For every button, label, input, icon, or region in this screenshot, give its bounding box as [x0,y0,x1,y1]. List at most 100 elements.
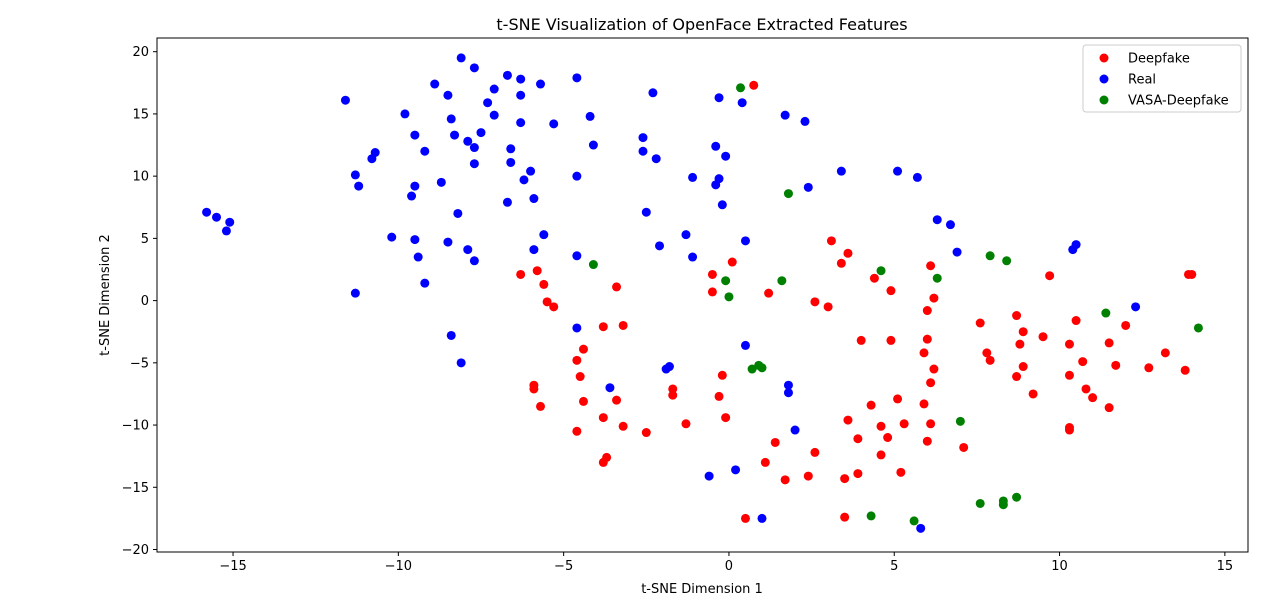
real-point [912,172,922,182]
y-tick-label: 5 [141,232,149,247]
real-point [945,220,955,230]
real-point [572,171,582,181]
real-point [516,74,526,84]
real-point [800,116,810,126]
deepfake-point [714,391,724,401]
vasa-deepfake-point [747,364,757,374]
deepfake-point [975,318,985,328]
deepfake-point [681,419,691,429]
deepfake-point [899,419,909,429]
real-point [225,217,235,227]
real-point [516,90,526,100]
deepfake-point [1015,339,1025,349]
real-point [714,174,724,184]
x-tick-label: 0 [725,559,733,574]
vasa-deepfake-point [757,363,767,373]
deepfake-point [843,415,853,425]
y-tick-label: −15 [122,481,149,496]
deepfake-point [1012,311,1022,321]
real-point [340,95,350,105]
deepfake-point [840,512,850,522]
vasa-deepfake-point [777,276,787,286]
vasa-deepfake-point [1101,308,1111,318]
real-point [790,425,800,435]
deepfake-point [668,384,678,394]
y-tick-label: 20 [132,45,149,60]
real-point [780,110,790,120]
vasa-deepfake-point [975,498,985,508]
real-point [585,111,595,121]
vasa-deepfake-point [1012,492,1022,502]
y-tick-label: −10 [122,419,149,434]
deepfake-point [876,421,886,431]
deepfake-point [1045,271,1055,281]
deepfake-point [668,390,678,400]
legend-box [1082,44,1242,113]
deepfake-point [780,475,790,485]
y-tick-label: 15 [132,107,149,122]
deepfake-point [727,257,737,267]
real-point [737,98,747,108]
real-point [436,177,446,187]
legend-label-vasa-deepfake: VASA-Deepfake [1128,94,1229,109]
real-point [350,288,360,298]
deepfake-point [843,248,853,258]
deepfake-point [1088,393,1098,403]
deepfake-point [866,400,876,410]
deepfake-point [1104,403,1114,413]
real-point [655,241,665,251]
deepfake-point [893,394,903,404]
deepfake-point [1160,348,1170,358]
real-point [387,232,397,242]
real-point [711,141,721,151]
real-point [893,166,903,176]
deepfake-point [856,335,866,345]
real-point [463,136,473,146]
real-point [410,130,420,140]
real-point [572,251,582,261]
real-point [456,358,466,368]
vasa-deepfake-point [1002,256,1012,266]
real-point [519,175,529,185]
real-point [456,53,466,63]
real-point [664,362,674,372]
x-tick-label: −5 [554,559,573,574]
deepfake-point [1012,372,1022,382]
real-point [212,212,222,222]
real-point [688,252,698,262]
deepfake-point [760,457,770,467]
deepfake-point [539,279,549,289]
vasa-deepfake-point [985,251,995,261]
real-point [783,380,793,390]
deepfake-point [536,401,546,411]
real-point [350,170,360,180]
deepfake-point [926,419,936,429]
x-tick-label: 15 [1217,559,1234,574]
vasa-deepfake-point [721,276,731,286]
real-point [502,70,512,80]
deepfake-point [1071,316,1081,326]
real-point [420,278,430,288]
real-point [952,247,962,257]
real-point [539,230,549,240]
vasa-deepfake-point [866,511,876,521]
deepfake-point [985,355,995,365]
real-point [549,119,559,129]
deepfake-point [1111,360,1121,370]
deepfake-point [612,395,622,405]
real-point [489,84,499,94]
y-tick-label: 10 [132,170,149,185]
deepfake-point [1104,338,1114,348]
y-axis-ticks: 20 15 10 5 0 −5 −10 −15 −20 [122,45,157,558]
deepfake-point [886,286,896,296]
real-point [354,181,364,191]
real-point [605,383,615,393]
real-point [932,215,942,225]
real-point [783,388,793,398]
vasa-deepfake-point [1193,323,1203,333]
deepfake-point [749,80,759,90]
real-point [446,114,456,124]
real-point [588,140,598,150]
deepfake-point [549,302,559,312]
y-tick-label: −5 [130,356,149,371]
